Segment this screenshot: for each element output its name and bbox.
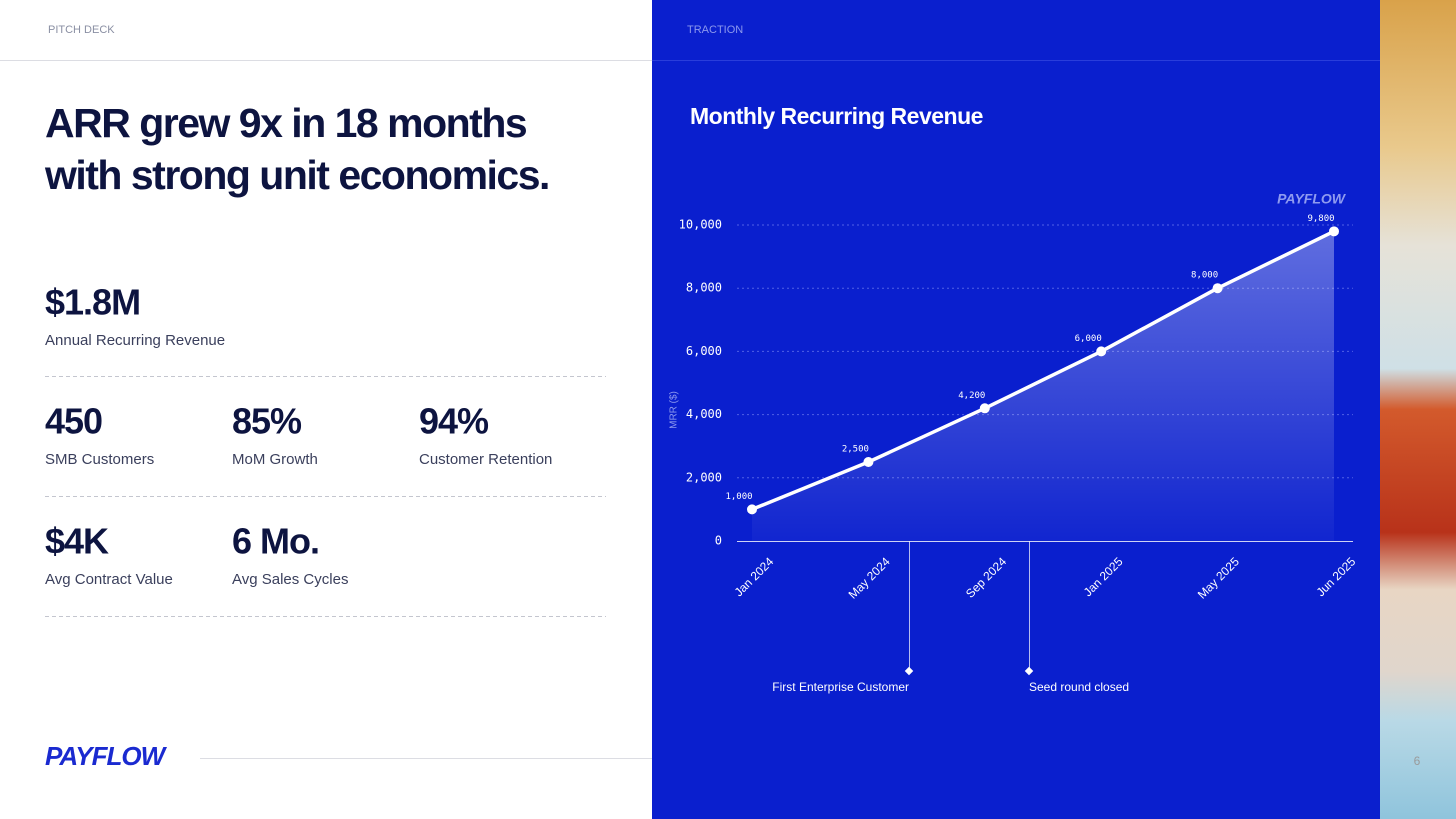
chart-title: Monthly Recurring Revenue: [690, 103, 983, 129]
decor-strip: [1380, 0, 1456, 819]
point: [1212, 283, 1223, 294]
y-tick-label: 6,000: [686, 344, 722, 358]
point: [979, 403, 990, 414]
headline: with strong unit economics.: [44, 152, 549, 198]
logo: PAYFLOW: [45, 741, 168, 771]
metric-label: SMB Customers: [45, 451, 154, 468]
metric-label: MoM Growth: [232, 451, 318, 468]
y-tick-label: 4,000: [686, 407, 722, 421]
area: [752, 231, 1334, 541]
y-tick-label: 0: [715, 534, 722, 548]
header-label: PITCH DECK: [48, 24, 115, 36]
chart-watermark: PAYFLOW: [1277, 191, 1347, 207]
page-number: 6: [1414, 754, 1421, 768]
metric-value: 94%: [419, 401, 489, 442]
headline: ARR grew 9x in 18 months: [45, 100, 527, 146]
data-label: 2,500: [842, 445, 869, 455]
y-tick-label: 10,000: [679, 218, 722, 232]
y-tick-label: 2,000: [686, 470, 722, 484]
metric-label: Customer Retention: [419, 451, 552, 468]
metric-value: 6 Mo.: [232, 521, 319, 562]
annotation: Seed round closed: [1029, 680, 1129, 694]
metric-label: Avg Contract Value: [45, 571, 173, 588]
metric-label: Avg Sales Cycles: [232, 571, 348, 588]
point: [1329, 226, 1339, 237]
annotation: First Enterprise Customer: [772, 680, 909, 694]
metric-value: $1.8M: [45, 282, 140, 323]
data-label: 6,000: [1075, 334, 1102, 344]
header-label: TRACTION: [687, 24, 743, 36]
data-label: 1,000: [725, 492, 752, 502]
metric-label: Annual Recurring Revenue: [45, 332, 225, 349]
left-panel: [0, 0, 652, 819]
point: [1096, 346, 1107, 357]
annotation-marker: [1024, 666, 1034, 676]
line: [751, 229, 1335, 512]
metric-value: 85%: [232, 401, 302, 442]
data-label: 9,800: [1307, 214, 1334, 224]
metric-value: 450: [45, 401, 102, 442]
data-label: 8,000: [1191, 271, 1218, 281]
y-tick-label: 8,000: [686, 281, 722, 295]
annotation-marker: [904, 666, 914, 676]
data-label: 4,200: [958, 391, 985, 401]
y-axis-label: MRR ($): [669, 391, 680, 429]
metric-value: $4K: [45, 521, 109, 562]
point: [747, 504, 757, 515]
point: [863, 457, 874, 467]
